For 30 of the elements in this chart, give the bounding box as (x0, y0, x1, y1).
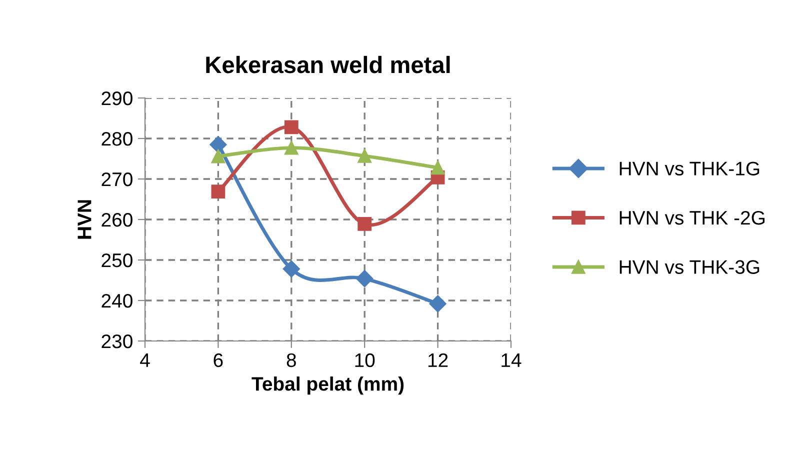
point (211, 184, 226, 198)
point (211, 149, 226, 164)
y-tick-label: 280 (102, 132, 132, 146)
x-tick-label: 4 (140, 354, 150, 367)
point (282, 260, 300, 278)
legend-label: HVN vs THK-3G (620, 260, 760, 274)
x-tick-label: 14 (502, 354, 522, 367)
y-tick-label: 270 (102, 172, 132, 186)
legend-label: HVN vs THK -2G (620, 210, 764, 225)
x-axis-title: Tebal pelat (mm) (252, 376, 404, 395)
x-tick-label: 12 (428, 353, 448, 367)
chart-title: Kekerasan weld metal (206, 56, 450, 74)
y-tick-label: 230 (102, 334, 132, 348)
y-tick-label: 290 (102, 91, 132, 106)
point (284, 140, 298, 155)
x-tick-label: 6 (214, 353, 223, 368)
point (284, 120, 298, 134)
point (430, 160, 445, 175)
y-tick-label: 240 (102, 294, 132, 308)
point (210, 136, 227, 154)
y-axis-title: HVN (78, 200, 92, 239)
point (358, 148, 372, 163)
y-tick-label: 260 (102, 212, 132, 227)
point (356, 270, 374, 288)
point (358, 217, 372, 231)
x-tick-label: 8 (286, 353, 296, 368)
legend-label: HVN vs THK-1G (620, 162, 760, 176)
point (429, 295, 446, 312)
x-tick-label: 10 (355, 353, 375, 368)
y-tick-label: 250 (102, 253, 132, 268)
